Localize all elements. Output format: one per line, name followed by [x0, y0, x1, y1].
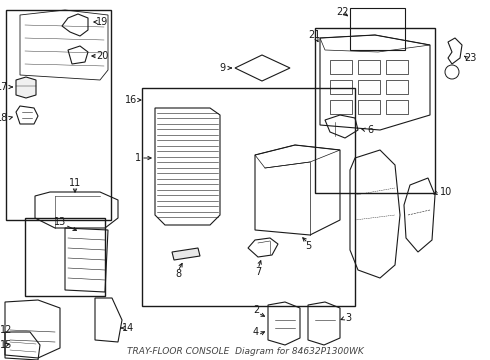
Text: 2: 2	[253, 305, 259, 315]
Polygon shape	[172, 248, 200, 260]
Text: 3: 3	[345, 313, 351, 323]
Text: 21: 21	[308, 30, 320, 40]
Text: 1: 1	[135, 153, 141, 163]
Bar	[330, 60, 352, 74]
Bar	[330, 80, 352, 94]
Bar	[386, 100, 408, 114]
Bar	[6, 10, 111, 220]
Bar	[142, 88, 355, 306]
Bar	[358, 100, 380, 114]
Text: 18: 18	[0, 113, 8, 123]
Text: 6: 6	[367, 125, 373, 135]
Text: 23: 23	[464, 53, 476, 63]
Text: 12: 12	[0, 325, 12, 335]
Bar	[25, 218, 105, 296]
Text: 5: 5	[305, 241, 311, 251]
Text: 14: 14	[122, 323, 134, 333]
Text: TRAY-FLOOR CONSOLE  Diagram for 84632P1300WK: TRAY-FLOOR CONSOLE Diagram for 84632P130…	[126, 347, 364, 356]
Polygon shape	[16, 77, 36, 98]
Text: 4: 4	[253, 327, 259, 337]
Text: 9: 9	[219, 63, 225, 73]
Bar	[350, 8, 405, 50]
Text: 15: 15	[0, 340, 12, 350]
Bar	[330, 100, 352, 114]
Bar	[358, 80, 380, 94]
Text: 16: 16	[125, 95, 137, 105]
Bar	[358, 60, 380, 74]
Text: 11: 11	[69, 178, 81, 188]
Text: 10: 10	[440, 187, 452, 197]
Text: 13: 13	[54, 217, 66, 227]
Text: 19: 19	[96, 17, 108, 27]
Bar	[386, 60, 408, 74]
Text: 8: 8	[175, 269, 181, 279]
Text: 7: 7	[255, 267, 261, 277]
Text: 17: 17	[0, 82, 8, 92]
Bar	[315, 28, 435, 193]
Text: 20: 20	[96, 51, 108, 61]
Text: 22: 22	[336, 7, 348, 17]
Bar	[386, 80, 408, 94]
